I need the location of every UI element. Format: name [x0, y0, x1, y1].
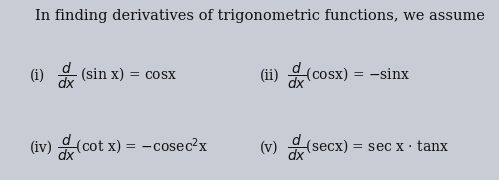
Text: (iv): (iv)	[30, 141, 53, 155]
Text: (v): (v)	[259, 141, 278, 155]
Text: (i): (i)	[30, 69, 45, 83]
Text: $\dfrac{d}{dx}$(cot x) = $-$cosec$^2$x: $\dfrac{d}{dx}$(cot x) = $-$cosec$^2$x	[57, 132, 209, 163]
Text: $\dfrac{d}{dx}$(cosx) = $-$sinx: $\dfrac{d}{dx}$(cosx) = $-$sinx	[287, 60, 410, 91]
Text: In finding derivatives of trigonometric functions, we assume: In finding derivatives of trigonometric …	[34, 9, 485, 23]
Text: $\dfrac{d}{dx}$(secx) = sec x $\cdot$ tanx: $\dfrac{d}{dx}$(secx) = sec x $\cdot$ ta…	[287, 132, 449, 163]
Text: $\dfrac{d}{dx}$ (sin x) = cosx: $\dfrac{d}{dx}$ (sin x) = cosx	[57, 60, 178, 91]
Text: (ii): (ii)	[259, 69, 279, 83]
